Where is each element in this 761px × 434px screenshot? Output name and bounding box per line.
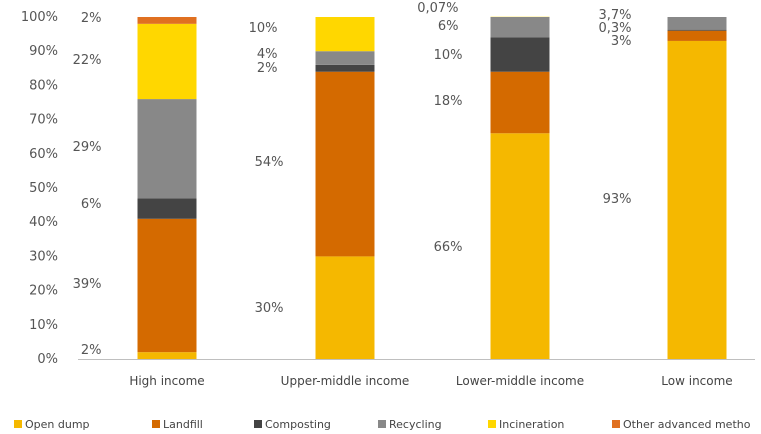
data-label: 10%: [434, 48, 463, 63]
data-label: 22%: [73, 53, 102, 68]
data-label: 2%: [257, 61, 278, 76]
y-tick-label: 20%: [29, 284, 58, 299]
legend-label: Composting: [265, 418, 331, 431]
data-label: 2%: [81, 343, 102, 358]
x-tick-label: Lower-middle income: [456, 374, 584, 388]
data-label: 0,07%: [417, 1, 458, 16]
y-tick-label: 60%: [29, 147, 58, 162]
legend-swatch: [152, 420, 160, 428]
data-label: 3,7%: [598, 8, 631, 23]
bar-segment-landfill: [490, 71, 550, 134]
bar-segment-open-dump: [315, 256, 375, 359]
bar-segment-open-dump: [490, 133, 550, 359]
data-label: 30%: [255, 301, 284, 316]
bar-segment-composting: [137, 198, 197, 219]
bar-segment-composting: [490, 37, 550, 72]
bar-segment-other-advanced-methods: [137, 17, 197, 24]
x-axis: High income Upper-middle income Lower-midd…: [129, 374, 732, 388]
legend-label: Landfill: [163, 418, 203, 431]
bar-segment-recycling: [137, 99, 197, 199]
bars: [137, 16, 727, 359]
data-label: 18%: [434, 94, 463, 109]
data-label: 93%: [603, 192, 632, 207]
data-label: 39%: [73, 277, 102, 292]
bar-segment-composting: [667, 29, 727, 31]
bar-segment-recycling: [490, 17, 550, 38]
data-label: 29%: [73, 140, 102, 155]
data-label: 6%: [81, 197, 102, 212]
y-axis: 0% 10% 20% 30% 40% 50% 60% 70% 80% 90% 100%: [21, 10, 58, 367]
legend-label: Open dump: [25, 418, 90, 431]
bar-segment-open-dump: [667, 40, 727, 359]
bar-segment-incineration: [315, 17, 375, 52]
data-label: 6%: [438, 19, 459, 34]
bar-segment-recycling: [315, 51, 375, 65]
legend-swatch: [14, 420, 22, 428]
y-tick-label: 70%: [29, 113, 58, 128]
y-tick-label: 30%: [29, 249, 58, 264]
data-label: 54%: [255, 155, 284, 170]
bar-segment-composting: [315, 64, 375, 72]
y-tick-label: 90%: [29, 44, 58, 59]
data-labels: 2%39%6%29%22%2%30%54%2%4%10%66%18%10%6%0…: [73, 1, 632, 358]
y-tick-label: 0%: [37, 352, 58, 367]
y-tick-label: 100%: [21, 10, 58, 25]
y-tick-label: 80%: [29, 78, 58, 93]
legend-swatch: [488, 420, 496, 428]
bar-segment-landfill: [137, 218, 197, 353]
legend-swatch: [378, 420, 386, 428]
y-tick-label: 10%: [29, 318, 58, 333]
data-label: 4%: [257, 47, 278, 62]
data-label: 3%: [611, 34, 632, 49]
data-label: 2%: [81, 11, 102, 26]
legend-swatch: [254, 420, 262, 428]
data-label: 0,3%: [598, 21, 631, 36]
legend-swatch: [612, 420, 620, 428]
legend-label: Other advanced metho: [623, 418, 751, 431]
x-tick-label: Upper-middle income: [281, 374, 410, 388]
x-tick-label: Low income: [661, 374, 732, 388]
legend-label: Incineration: [499, 418, 564, 431]
data-label: 10%: [249, 21, 278, 36]
x-tick-label: High income: [129, 374, 204, 388]
legend-label: Recycling: [389, 418, 442, 431]
bar-segment-landfill: [315, 71, 375, 257]
legend: Open dump Landfill Composting Recycling Inci…: [14, 418, 751, 431]
y-tick-label: 50%: [29, 181, 58, 196]
bar-segment-open-dump: [137, 352, 197, 359]
bar-segment-recycling: [667, 17, 727, 30]
bar-segment-landfill: [667, 30, 727, 41]
bar-segment-incineration: [137, 23, 197, 100]
data-label: 66%: [434, 240, 463, 255]
y-tick-label: 40%: [29, 215, 58, 230]
